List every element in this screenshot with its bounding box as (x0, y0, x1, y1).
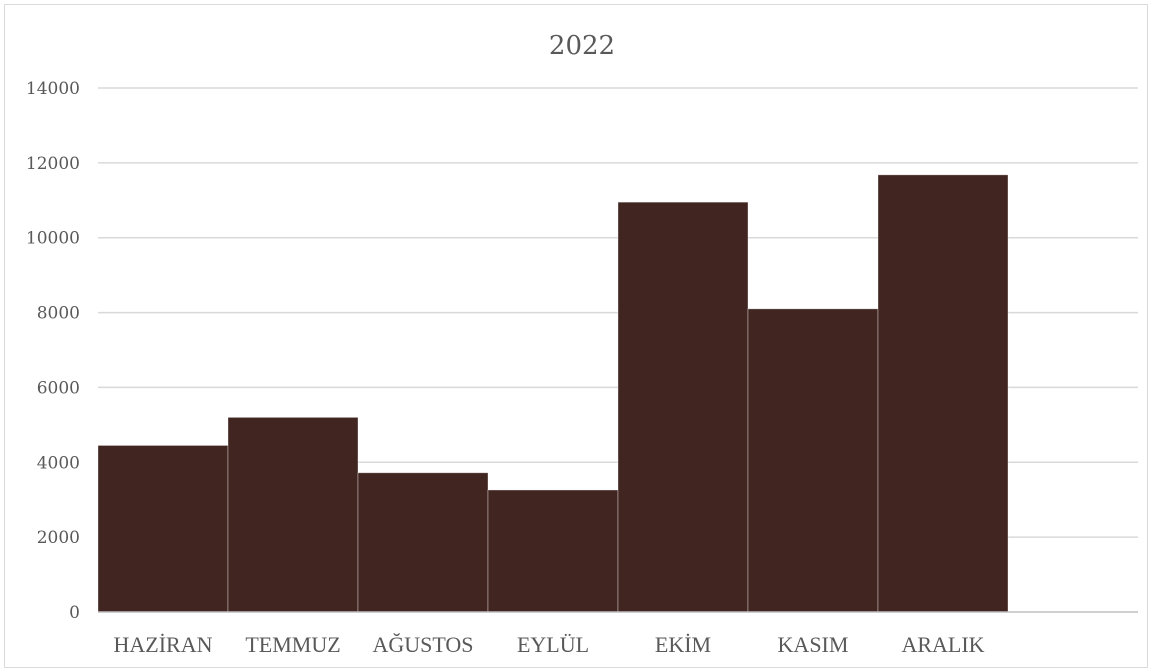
x-tick-label: ARALIK (901, 632, 984, 657)
bars (97, 174, 1009, 613)
x-tick-label: HAZİRAN (114, 632, 213, 657)
x-tick-label: KASIM (778, 632, 849, 657)
x-tick-label: EYLÜL (517, 632, 589, 657)
bar (227, 416, 359, 613)
y-tick-label: 12000 (26, 154, 80, 174)
chart-title: 2022 (549, 31, 615, 61)
y-tick-label: 4000 (37, 453, 80, 473)
x-tick-label: TEMMUZ (245, 632, 340, 657)
y-tick-label: 6000 (37, 378, 80, 398)
bar (487, 489, 619, 613)
y-tick-label: 10000 (26, 229, 80, 249)
x-tick-label: AĞUSTOS (372, 632, 473, 657)
y-axis-ticks: 0 2000 4000 6000 8000 10000 12000 14000 (26, 79, 80, 623)
bar (877, 174, 1009, 613)
bar (97, 445, 229, 613)
y-tick-label: 0 (69, 603, 80, 623)
bar (747, 308, 879, 613)
x-tick-label: EKİM (655, 632, 711, 657)
bar (617, 201, 749, 613)
y-tick-label: 14000 (26, 79, 80, 99)
x-axis-ticks: HAZİRAN TEMMUZ AĞUSTOS EYLÜL EKİM KASIM ARALIK (114, 632, 985, 657)
y-tick-label: 2000 (37, 528, 80, 548)
bar (357, 472, 489, 613)
y-tick-label: 8000 (37, 304, 80, 324)
